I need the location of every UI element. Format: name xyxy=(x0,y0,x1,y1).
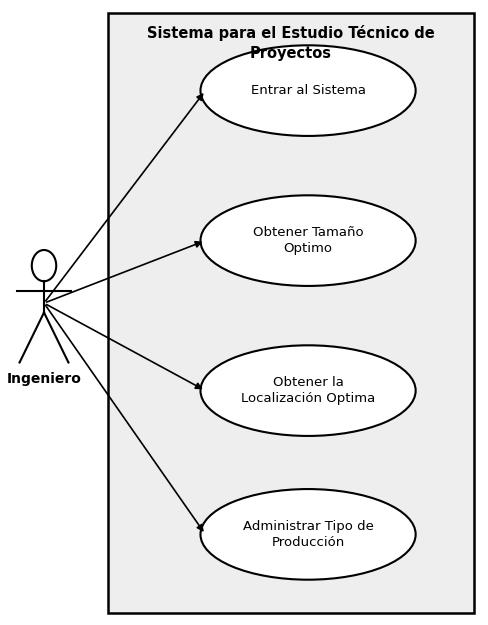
Text: Sistema para el Estudio Técnico de
Proyectos: Sistema para el Estudio Técnico de Proye… xyxy=(147,25,434,61)
Ellipse shape xyxy=(200,489,415,580)
Ellipse shape xyxy=(200,345,415,436)
Text: Entrar al Sistema: Entrar al Sistema xyxy=(250,84,365,97)
FancyBboxPatch shape xyxy=(107,12,473,612)
Text: Administrar Tipo de
Producción: Administrar Tipo de Producción xyxy=(242,520,373,549)
Text: Obtener la
Localización Optima: Obtener la Localización Optima xyxy=(241,376,374,405)
Ellipse shape xyxy=(200,46,415,136)
Text: Obtener Tamaño
Optimo: Obtener Tamaño Optimo xyxy=(252,226,363,255)
Text: Ingeniero: Ingeniero xyxy=(6,372,81,386)
Ellipse shape xyxy=(200,195,415,286)
